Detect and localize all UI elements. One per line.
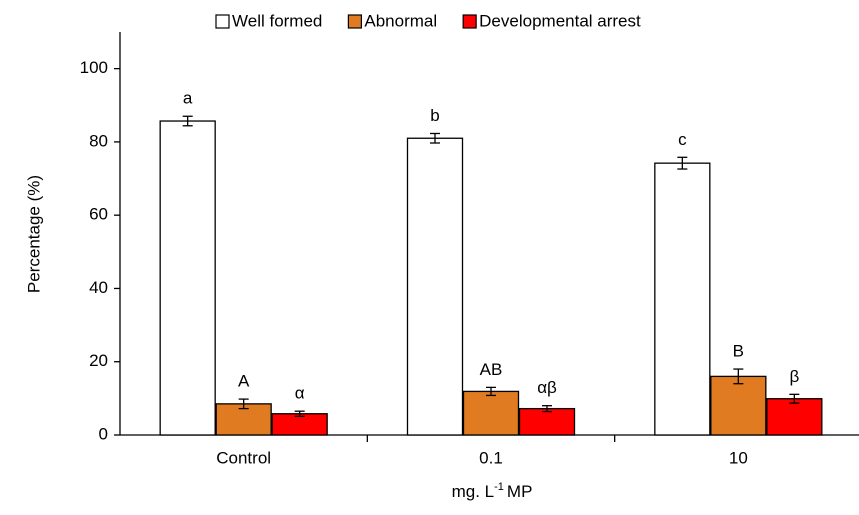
bar [215,403,272,436]
significance-label: αβ [537,378,557,397]
legend-label: Abnormal [364,11,437,30]
significance-label: a [183,89,193,108]
bar [654,162,711,436]
legend-swatch [462,14,477,29]
error-bar [486,386,496,397]
error-bar [542,405,552,413]
error-bar [182,115,193,127]
error-bar [677,156,688,170]
legend-label: Well formed [232,11,322,30]
error-bar [430,132,440,144]
significance-label: A [238,372,250,391]
legend-label: Developmental arrest [479,11,641,30]
y-axis-label: Percentage (%) [24,175,43,293]
x-axis-label-superscript: -1 [494,481,504,493]
y-tick-label: 80 [89,131,108,150]
error-bar [789,393,800,404]
x-tick-label: Control [216,448,271,467]
significance-label: β [789,367,799,386]
bar [406,137,464,436]
y-tick-label: 20 [89,351,108,370]
error-bar [238,398,249,410]
x-tick-label: 0.1 [479,448,503,467]
bar [462,390,520,436]
x-tick-label: 10 [729,448,748,467]
x-axis-label-text: mg. L [452,482,495,501]
significance-label: AB [480,360,503,379]
y-tick-label: 60 [89,205,108,224]
x-axis-label: mg. L-1 MP [452,481,533,502]
x-axis-label-suffix: MP [507,482,533,501]
legend-swatch [347,14,362,29]
y-tick-label: 40 [89,278,108,297]
bar [710,375,767,436]
significance-label: c [678,130,687,149]
significance-label: α [295,384,305,403]
legend-swatch [215,14,230,29]
error-bar [294,410,305,417]
significance-label: b [430,106,439,125]
y-tick-label: 0 [99,424,108,443]
bar [159,120,216,436]
bar [518,407,576,436]
significance-label: B [733,342,744,361]
y-tick-label: 100 [80,58,108,77]
error-bar [733,368,744,385]
bar [766,398,823,436]
